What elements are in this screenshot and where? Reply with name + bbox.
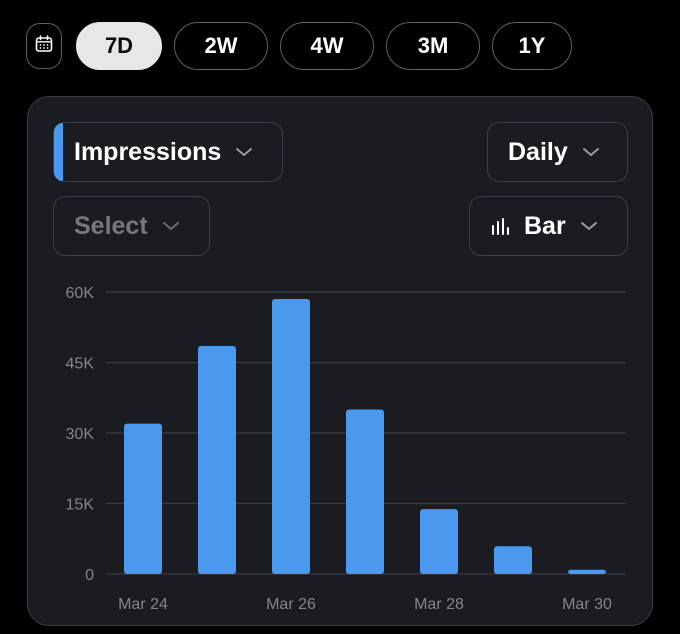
bar-mar-30[interactable] [568,569,606,574]
chevron-down-icon [235,146,253,158]
x-tick-label: Mar 26 [266,596,316,613]
calendar-button[interactable] [26,23,62,69]
y-tick-label: 30K [66,426,95,443]
metric-dropdown[interactable]: Impressions [53,122,283,182]
chart-type-label: Bar [524,211,566,240]
tab-2w[interactable]: 2W [174,22,268,70]
bar-chart: 0 15K 30K 45K 60K Mar 24 Mar 26 Mar 28 Mar 30 [66,285,626,613]
calendar-icon [34,34,54,59]
chevron-down-icon [162,220,180,232]
bar-chart-icon [490,216,512,236]
chevron-down-icon [582,146,600,158]
y-tick-label: 15K [66,497,95,514]
bar-mar-29[interactable] [494,546,532,574]
interval-dropdown[interactable]: Daily [487,122,628,182]
tab-1y[interactable]: 1Y [492,22,572,70]
chevron-down-icon [580,220,598,232]
y-tick-label: 45K [66,356,95,373]
bar-mar-26[interactable] [272,299,310,574]
x-tick-label: Mar 28 [414,596,464,613]
metric-color-indicator [54,123,63,181]
analytics-card: Impressions Daily Select Bar 0 15K [27,96,653,626]
tab-7d[interactable]: 7D [76,22,162,70]
y-tick-label: 60K [66,285,95,302]
metric-dropdown-label: Impressions [74,137,222,166]
compare-dropdown-placeholder: Select [74,211,148,240]
tab-4w[interactable]: 4W [280,22,374,70]
x-tick-label: Mar 30 [562,596,612,613]
chart-type-dropdown[interactable]: Bar [469,196,628,256]
x-tick-label: Mar 24 [118,596,168,613]
tab-3m[interactable]: 3M [386,22,480,70]
interval-dropdown-label: Daily [508,137,568,166]
bar-mar-28[interactable] [420,509,458,574]
bar-mar-24[interactable] [124,423,162,574]
compare-metric-dropdown[interactable]: Select [53,196,210,256]
bar-mar-25[interactable] [198,346,236,574]
y-tick-label: 0 [85,567,94,584]
date-range-selector: 7D 2W 4W 3M 1Y [26,22,586,72]
bar-mar-27[interactable] [346,409,384,575]
